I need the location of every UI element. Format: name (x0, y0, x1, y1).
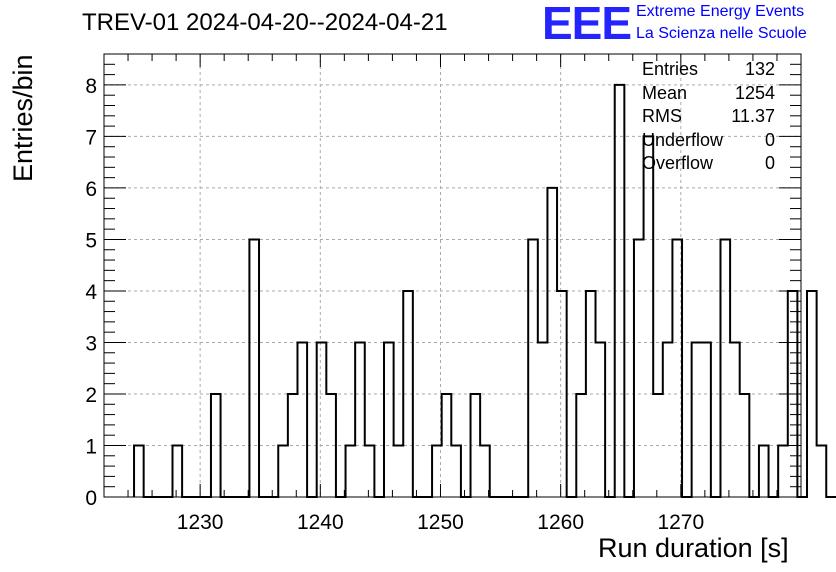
histogram-bar (547, 188, 557, 497)
histogram-bar (663, 342, 673, 497)
stat-entries: Entries 132 (637, 58, 779, 82)
y-tick-label: 3 (85, 332, 97, 355)
histogram-bar (317, 342, 327, 497)
histogram-bar (326, 394, 336, 497)
histogram-bar (432, 445, 442, 497)
x-tick-label: 1230 (177, 511, 224, 534)
histogram-bar (778, 445, 788, 497)
y-tick-label: 7 (85, 126, 97, 149)
stat-underflow: Underflow 0 (637, 129, 779, 153)
chart-title: TREV-01 2024-04-20--2024-04-21 (82, 9, 448, 36)
y-tick-label: 2 (85, 384, 97, 407)
histogram-bar (346, 445, 356, 497)
histogram-bar (634, 239, 644, 497)
histogram-bar (288, 394, 298, 497)
brand-line-2: La Scienza nelle Scuole (636, 25, 807, 42)
stat-rms-value: 11.37 (731, 106, 775, 126)
stats-box: Entries 132 Mean 1254 RMS 11.37 Underflo… (637, 58, 779, 176)
histogram-bar (759, 445, 769, 497)
stat-mean: Mean 1254 (637, 82, 779, 106)
histogram-bar (480, 445, 490, 497)
histogram-bar (471, 394, 481, 497)
stat-entries-label: Entries (642, 59, 699, 79)
stat-entries-value: 132 (744, 59, 775, 79)
histogram-bar (817, 445, 827, 497)
histogram-bar (586, 291, 596, 497)
histogram-bar (730, 342, 740, 497)
histogram-bar (807, 291, 817, 497)
histogram-bar (788, 291, 798, 497)
stat-underflow-value: 0 (764, 129, 775, 150)
stat-underflow-label: Underflow (642, 129, 724, 150)
histogram-bar (355, 342, 365, 497)
stat-rms-label: RMS (642, 106, 682, 126)
histogram-bar (365, 445, 375, 497)
histogram-bar (528, 239, 538, 497)
histogram-bar (538, 342, 548, 497)
histogram-bar (672, 239, 682, 497)
stat-overflow-label: Overflow (642, 153, 714, 173)
histogram-bar (134, 445, 144, 497)
stat-overflow: Overflow 0 (637, 152, 779, 176)
stat-overflow-value: 0 (764, 153, 775, 173)
histogram-bar (384, 342, 394, 497)
histogram-bar (557, 291, 567, 497)
histogram-bar (692, 342, 702, 497)
histogram-bar (596, 342, 606, 497)
histogram-bar (297, 342, 307, 497)
histogram-bar (576, 394, 586, 497)
x-tick-label: 1260 (537, 511, 584, 534)
y-tick-label: 4 (85, 281, 97, 304)
x-tick-label: 1240 (297, 511, 344, 534)
x-tick-label: 1270 (657, 511, 704, 534)
histogram-bar (249, 239, 259, 497)
y-tick-label: 1 (85, 435, 97, 458)
histogram-bar (720, 239, 730, 497)
histogram-outline (133, 83, 836, 498)
y-axis-label: Entries/bin (8, 54, 38, 182)
plot-frame (103, 53, 802, 498)
histogram-bar (211, 394, 221, 497)
eee-logo: EEE (542, 0, 632, 49)
histogram-bar (172, 445, 182, 497)
histogram-bar (278, 445, 288, 497)
stat-mean-value: 1254 (734, 82, 775, 103)
y-tick-label: 8 (85, 75, 97, 98)
stat-rms: RMS 11.37 (637, 105, 779, 129)
axis-layer: 1230 1240 1250 1260 1270 0 1 2 3 4 5 6 7 8 (85, 53, 802, 534)
stat-mean-label: Mean (642, 82, 688, 103)
histogram-bar (403, 291, 413, 497)
histogram-bar (615, 85, 625, 497)
histogram-bar (394, 445, 404, 497)
brand-line-1: Extreme Energy Events (636, 3, 805, 20)
x-tick-label: 1250 (417, 511, 464, 534)
histogram-bar (442, 394, 452, 497)
histogram-layer (133, 83, 836, 498)
histogram-bar (644, 136, 654, 497)
histogram-bar (451, 445, 461, 497)
histogram-bar (653, 394, 663, 497)
y-tick-label: 0 (85, 487, 97, 510)
histogram-bar (701, 342, 711, 497)
y-tick-label: 6 (85, 178, 97, 201)
histogram-bar (740, 394, 750, 497)
y-tick-label: 5 (85, 229, 97, 252)
x-axis-label: Run duration [s] (598, 533, 789, 563)
